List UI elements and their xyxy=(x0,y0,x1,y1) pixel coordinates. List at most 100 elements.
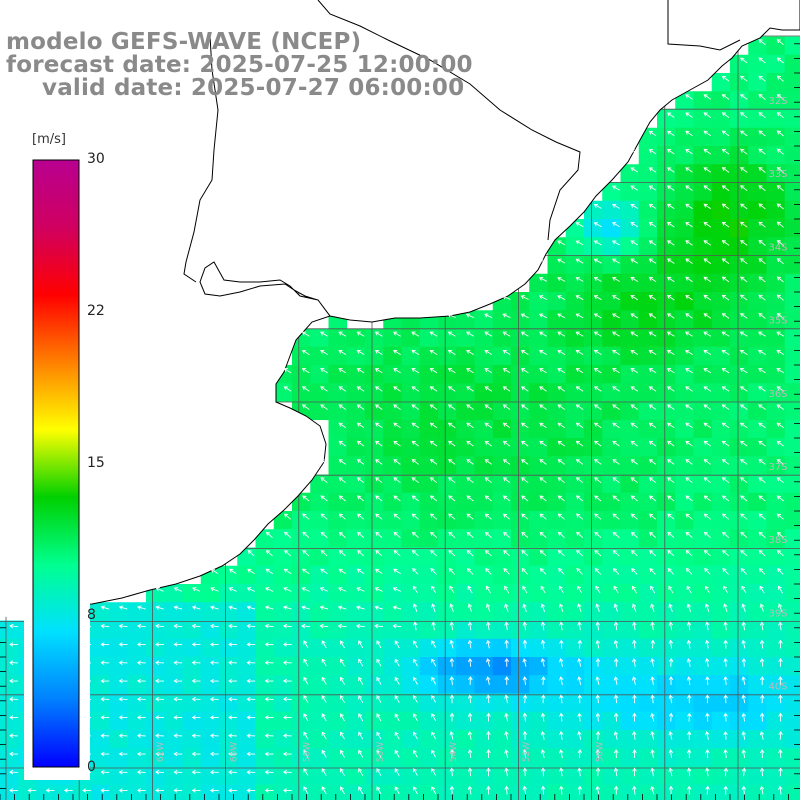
wind-speed-cell xyxy=(438,438,457,457)
wind-speed-cell xyxy=(511,419,530,439)
wind-arrow xyxy=(264,733,274,738)
wind-speed-cell xyxy=(273,565,293,585)
wind-arrow xyxy=(411,495,419,502)
wind-arrow xyxy=(155,733,165,738)
wind-speed-cell xyxy=(675,657,694,676)
wind-speed-cell xyxy=(219,602,238,621)
wind-speed-cell xyxy=(565,474,585,494)
wind-speed-cell xyxy=(620,766,640,786)
wind-speed-cell xyxy=(346,383,366,402)
wind-arrow xyxy=(282,715,292,720)
wind-speed-cell xyxy=(346,565,366,585)
wind-arrow xyxy=(685,295,693,301)
wind-speed-cell xyxy=(273,383,293,402)
wind-speed-cell xyxy=(529,492,548,512)
wind-speed-cell xyxy=(711,182,731,202)
wind-speed-cell xyxy=(310,565,329,585)
wind-speed-cell xyxy=(492,584,512,603)
wind-arrow xyxy=(338,513,346,520)
wind-speed-cell xyxy=(711,346,731,366)
wind-speed-cell xyxy=(219,730,238,749)
wind-arrow xyxy=(612,459,620,465)
wind-speed-cell xyxy=(657,638,676,658)
wind-speed-cell xyxy=(730,200,749,220)
wind-speed-cell xyxy=(255,748,275,767)
wind-speed-cell xyxy=(711,127,731,147)
wind-arrow xyxy=(376,676,382,685)
wind-arrow xyxy=(411,513,419,520)
wind-speed-cell xyxy=(657,456,676,475)
wind-arrow xyxy=(595,621,601,631)
wind-arrow xyxy=(685,495,693,502)
wind-arrow xyxy=(575,368,584,374)
wind-arrow xyxy=(721,477,730,484)
wind-arrow xyxy=(650,603,655,612)
wind-arrow xyxy=(411,440,419,447)
wind-arrow xyxy=(173,660,183,665)
wind-speed-cell xyxy=(766,273,786,293)
wind-arrow xyxy=(630,149,639,155)
wind-speed-cell xyxy=(511,401,530,421)
wind-arrow xyxy=(191,678,201,684)
wind-arrow xyxy=(466,422,474,429)
wind-speed-cell xyxy=(200,584,220,603)
wind-speed-cell xyxy=(529,273,548,293)
wind-arrow xyxy=(504,785,509,795)
wind-speed-cell xyxy=(456,365,475,384)
wind-speed-cell xyxy=(766,255,786,275)
wind-arrow xyxy=(429,477,438,484)
wind-arrow xyxy=(301,587,310,592)
wind-speed-cell xyxy=(529,511,548,530)
wind-speed-cell xyxy=(456,346,475,366)
wind-arrow xyxy=(666,331,675,337)
wind-arrow xyxy=(485,658,491,667)
wind-speed-cell xyxy=(200,602,220,621)
wind-speed-cell xyxy=(456,565,475,585)
wind-speed-cell xyxy=(730,91,749,110)
wind-speed-cell xyxy=(474,657,494,676)
wind-speed-cell xyxy=(711,146,731,165)
wind-arrow xyxy=(741,657,747,667)
wind-speed-cell xyxy=(456,766,475,786)
wind-speed-cell xyxy=(492,511,512,530)
colorbar-gradient xyxy=(32,159,80,768)
wind-speed-cell xyxy=(109,638,129,658)
wind-arrow xyxy=(356,386,365,392)
wind-speed-cell xyxy=(182,620,202,640)
wind-speed-cell xyxy=(492,474,512,494)
wind-arrow xyxy=(758,531,766,538)
wind-arrow xyxy=(209,660,219,665)
wind-speed-cell xyxy=(711,620,731,640)
wind-arrow xyxy=(594,404,602,410)
wind-arrow xyxy=(100,642,110,647)
wind-arrow xyxy=(630,349,639,355)
wind-arrow xyxy=(557,404,566,410)
wind-arrow xyxy=(648,386,657,392)
wind-arrow xyxy=(575,459,584,465)
wind-arrow xyxy=(776,57,784,64)
wind-speed-cell xyxy=(529,292,548,311)
wind-arrow xyxy=(740,240,748,246)
wind-arrow xyxy=(612,349,620,355)
wind-speed-cell xyxy=(511,438,530,457)
wind-arrow xyxy=(703,294,712,301)
wind-arrows xyxy=(9,39,785,795)
wind-speed-cell xyxy=(474,529,494,548)
wind-arrow xyxy=(338,568,347,575)
wind-arrow xyxy=(703,386,712,392)
wind-speed-cell xyxy=(346,511,366,530)
wind-speed-cell xyxy=(219,693,238,713)
wind-arrow xyxy=(778,676,783,686)
wind-arrow xyxy=(430,531,438,538)
wind-arrow xyxy=(777,603,783,612)
wind-arrow xyxy=(613,621,619,631)
wind-arrow xyxy=(521,495,529,502)
wind-arrow xyxy=(630,440,638,447)
wind-speed-cell xyxy=(383,474,402,494)
wind-speed-cell xyxy=(584,657,603,676)
wind-speed-cell xyxy=(657,511,676,530)
wind-speed-cell xyxy=(620,529,640,548)
wind-arrow xyxy=(521,440,529,447)
wind-arrow xyxy=(264,769,274,775)
wind-arrow xyxy=(118,733,128,738)
